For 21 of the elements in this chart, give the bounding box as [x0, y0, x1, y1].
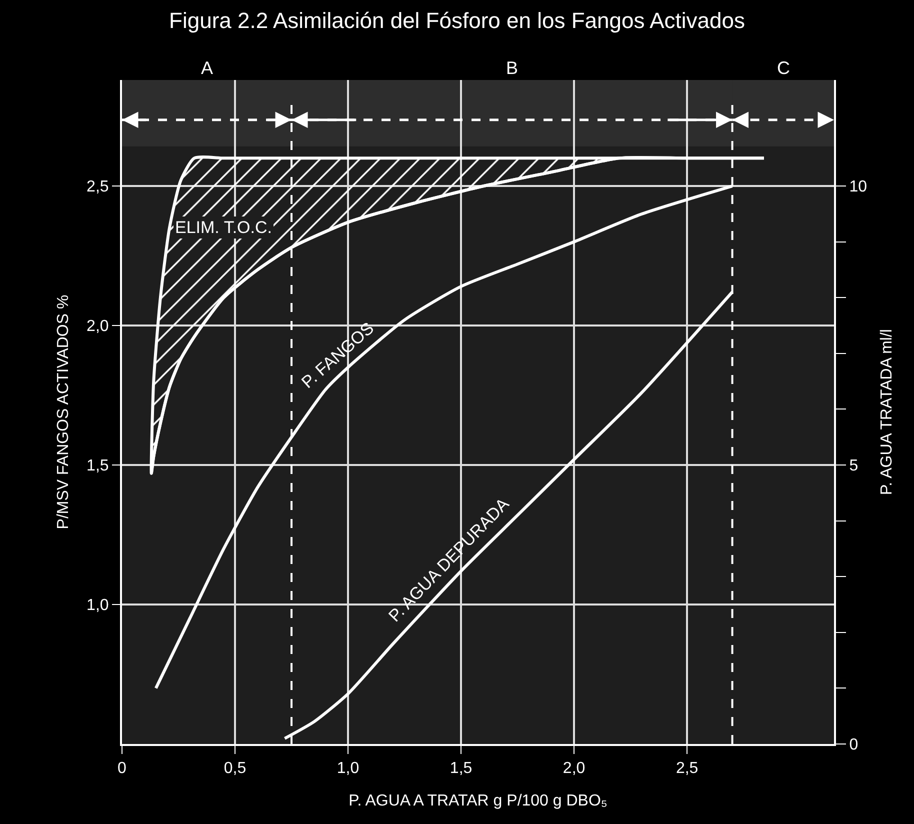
y2-axis-title: P. AGUA TRATADA ml/l	[878, 329, 896, 495]
y-axis-title: P/MSV FANGOS ACTIVADOS %	[54, 294, 72, 530]
y2-tick-label: 5	[849, 458, 858, 475]
x-tick-label: 0,5	[224, 760, 246, 778]
x-axis-title: P. AGUA A TRATAR g P/100 g DBO₅	[348, 792, 608, 810]
chart-title: Figura 2.2 Asimilación del Fósforo en los Fangos Activados	[169, 8, 745, 33]
series-label: ELIM. T.O.C.	[175, 218, 272, 237]
x-tick-label: 2,0	[562, 760, 586, 778]
band-label: B	[506, 58, 518, 78]
y-tick-label: 1,5	[86, 458, 109, 475]
x-tick-label: 2,5	[676, 760, 698, 778]
x-tick-label: 1,5	[450, 760, 472, 778]
band-label: C	[777, 58, 790, 78]
y2-tick-label: 0	[849, 736, 858, 754]
y-tick-label: 1,0	[86, 597, 109, 614]
y-tick-label: 2,0	[86, 318, 109, 336]
x-tick-label: 1,0	[336, 760, 360, 778]
x-tick-label: 0	[118, 760, 127, 778]
y2-tick-label: 10	[849, 178, 868, 196]
y-tick-label: 2,5	[86, 178, 109, 196]
band-label: A	[201, 58, 214, 78]
